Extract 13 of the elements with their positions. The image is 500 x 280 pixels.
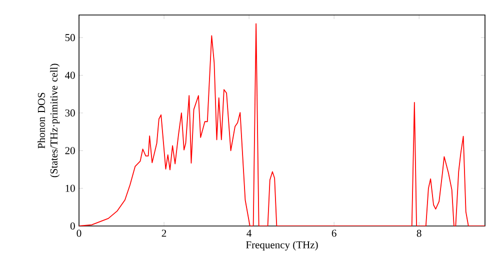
y-tick-label: 30 <box>65 109 75 117</box>
y-axis-title: Phonon DOS (States/THz·primitive cell) <box>38 64 60 178</box>
x-tick-label: 4 <box>246 230 252 237</box>
y-tick-label: 10 <box>66 184 75 192</box>
y-tick-label: 0 <box>70 222 75 230</box>
x-axis-title: Frequency (THz) <box>246 240 318 251</box>
y-tick-label: 50 <box>65 34 75 42</box>
y-tick-label: 20 <box>65 147 75 154</box>
y-tick-label: 40 <box>65 72 75 79</box>
x-tick-label: 8 <box>416 230 422 237</box>
x-tick-label: 6 <box>332 230 336 237</box>
x-tick-label: 2 <box>162 230 166 237</box>
x-tick-label: 0 <box>76 230 82 237</box>
